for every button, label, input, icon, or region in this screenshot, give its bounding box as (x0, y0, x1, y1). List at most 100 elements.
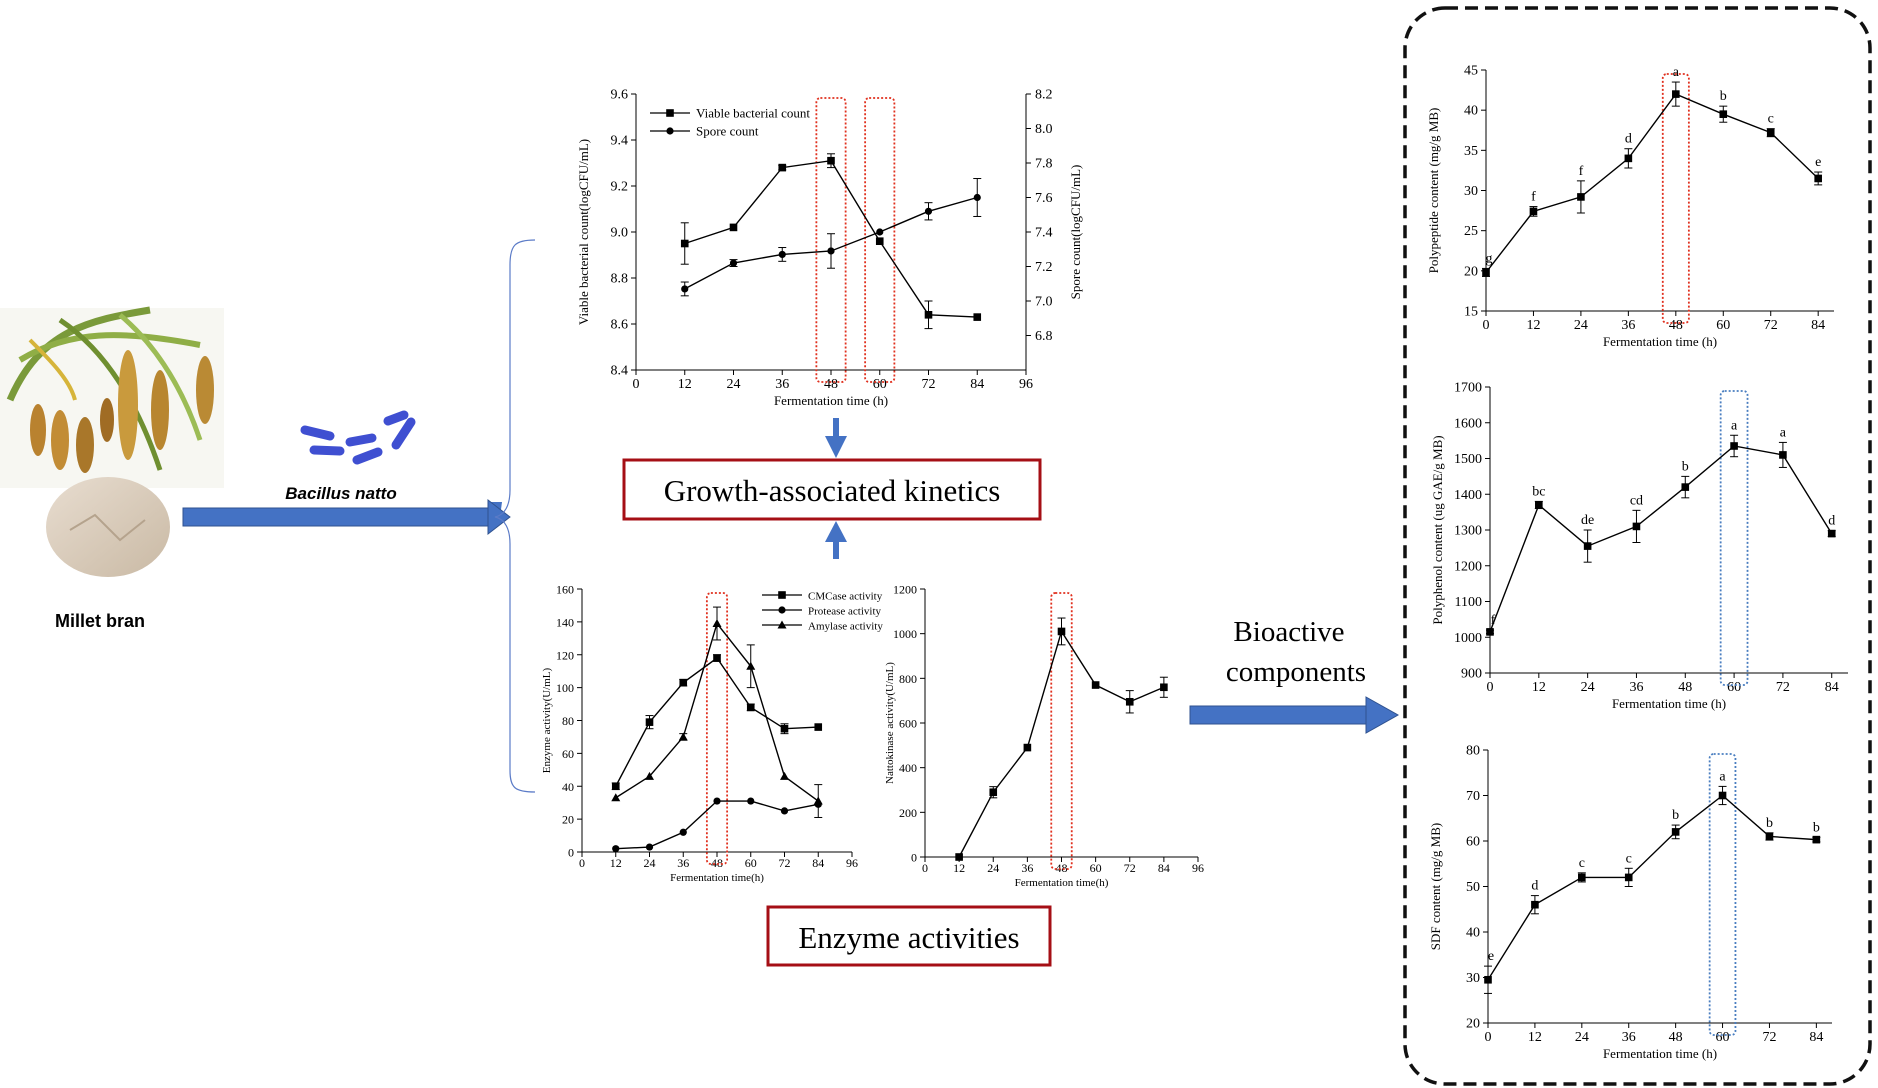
y-tick-label: 35 (1464, 144, 1478, 159)
polypeptide-chart: 0 12 24 36 48 60 72 84 15 20 25 30 35 40 45 Fermentatio… (1426, 64, 1834, 349)
y-axis-label: Nattokinase activity(U/mL) (884, 662, 896, 784)
data-point (1812, 835, 1821, 844)
x-tick-label: 12 (1528, 1030, 1542, 1045)
data-point (780, 807, 789, 815)
x-tick-label: 96 (1019, 377, 1033, 392)
y-tick-label: 8.8 (611, 272, 629, 287)
data-point (679, 678, 688, 687)
x-tick-label: 72 (1762, 1030, 1776, 1045)
enzyme-activities-box (766, 905, 1052, 967)
x-tick-label: 0 (1485, 1030, 1492, 1045)
data-point (827, 156, 835, 165)
data-point (778, 163, 787, 172)
y-tick-label: 20 (1464, 264, 1478, 279)
y-tick-label: 25 (1464, 224, 1478, 239)
x-axis-label: Fermentation time(h) (670, 872, 764, 884)
polyphenol-chart: 0 12 24 36 48 60 72 84 900 1000 1100 1200 1300 1400 15… (1430, 381, 1848, 711)
y-tick-label: 20 (1466, 1017, 1480, 1032)
data-point (973, 313, 982, 321)
y-tick-label: 600 (899, 717, 917, 731)
data-point (1535, 501, 1543, 509)
significance-letter: e (1488, 949, 1494, 964)
data-point (611, 793, 621, 802)
x-tick-label: 60 (1716, 318, 1730, 333)
enzyme-activities-label: Enzyme activities (798, 920, 1019, 955)
significance-letter: c (1626, 851, 1632, 866)
x-axis-label: Fermentation time (h) (774, 393, 888, 408)
y-tick-label: 0 (568, 846, 574, 860)
x-tick-label: 60 (1716, 1030, 1730, 1045)
y-tick-label: 70 (1466, 789, 1480, 804)
x-axis-label: Fermentation time(h) (1015, 877, 1109, 889)
y-tick-label: 30 (1466, 971, 1480, 986)
y-tick-label: 1300 (1454, 524, 1482, 539)
x-tick-label: 12 (1526, 318, 1540, 333)
data-point (827, 247, 835, 255)
data-point (645, 843, 654, 851)
y-axis-label: Polypeptide content (mg/g MB) (1426, 108, 1441, 274)
data-point (924, 311, 933, 319)
data-point (713, 654, 721, 662)
x-tick-label: 84 (1809, 1030, 1823, 1045)
y-tick-label: 900 (1461, 667, 1482, 682)
legend-label: CMCase activity (808, 591, 883, 603)
significance-letter: b (1766, 816, 1773, 831)
y-tick-label: 1500 (1454, 452, 1482, 467)
data-point (1765, 832, 1774, 841)
y-tick-label: 80 (562, 714, 574, 728)
x-tick-label: 36 (1622, 1030, 1636, 1045)
data-point (1624, 154, 1633, 163)
y-tick-label: 1100 (1455, 595, 1482, 610)
y2-tick-label: 7.0 (1035, 295, 1053, 310)
x-tick-label: 84 (970, 377, 984, 392)
legend-label: Spore count (696, 124, 759, 139)
legend-label: Protease activity (808, 606, 882, 618)
series-line (615, 800, 819, 850)
data-point (778, 250, 786, 259)
significance-letter: bc (1532, 484, 1545, 499)
data-point (1827, 529, 1836, 538)
y-tick-label: 1000 (1454, 631, 1482, 646)
highlight-box (815, 97, 847, 383)
x-tick-label: 84 (1158, 861, 1170, 875)
y-tick-label: 1200 (1454, 559, 1482, 574)
y-tick-label: 120 (556, 648, 574, 662)
highlight-box (1661, 73, 1690, 324)
significance-letter: a (1719, 769, 1726, 784)
data-point (1578, 873, 1586, 882)
data-point (713, 797, 721, 805)
right-arrow (1189, 696, 1400, 734)
x-tick-label: 12 (1532, 680, 1546, 695)
highlight-box (1050, 592, 1073, 870)
legend-marker (777, 620, 787, 629)
left-arrow (182, 498, 511, 536)
y2-axis-label: Spore count(logCFU/mL) (1068, 165, 1083, 300)
x-tick-label: 72 (1764, 318, 1778, 333)
data-point (1766, 128, 1775, 137)
y-tick-label: 9.2 (611, 180, 629, 195)
data-point (955, 853, 963, 861)
series-line (1487, 794, 1817, 981)
data-point (1624, 873, 1633, 882)
down-arrow (825, 418, 847, 458)
legend-label: Amylase activity (808, 621, 883, 633)
x-tick-label: 12 (953, 861, 965, 875)
x-tick-label: 12 (610, 856, 622, 870)
data-point (1091, 681, 1100, 689)
data-point (875, 237, 884, 245)
data-point (1160, 683, 1168, 692)
data-point (813, 796, 823, 805)
data-point (1484, 975, 1492, 984)
growth-chart: 0 12 24 36 48 60 72 84 96 8.4 8.6 8.8 9.0 9.2 9.4 9.6 6.… (576, 88, 1083, 409)
y2-tick-label: 8.2 (1035, 88, 1053, 103)
x-tick-label: 96 (1192, 861, 1204, 875)
bracket-brace (494, 239, 536, 793)
y-tick-label: 1600 (1454, 416, 1482, 431)
data-point (1529, 207, 1538, 216)
x-tick-label: 84 (1825, 680, 1839, 695)
y-tick-label: 9.0 (611, 226, 629, 241)
highlight-box (705, 592, 729, 865)
series-line (1485, 93, 1819, 273)
significance-letter: f (1579, 164, 1584, 179)
x-tick-label: 48 (711, 856, 723, 870)
